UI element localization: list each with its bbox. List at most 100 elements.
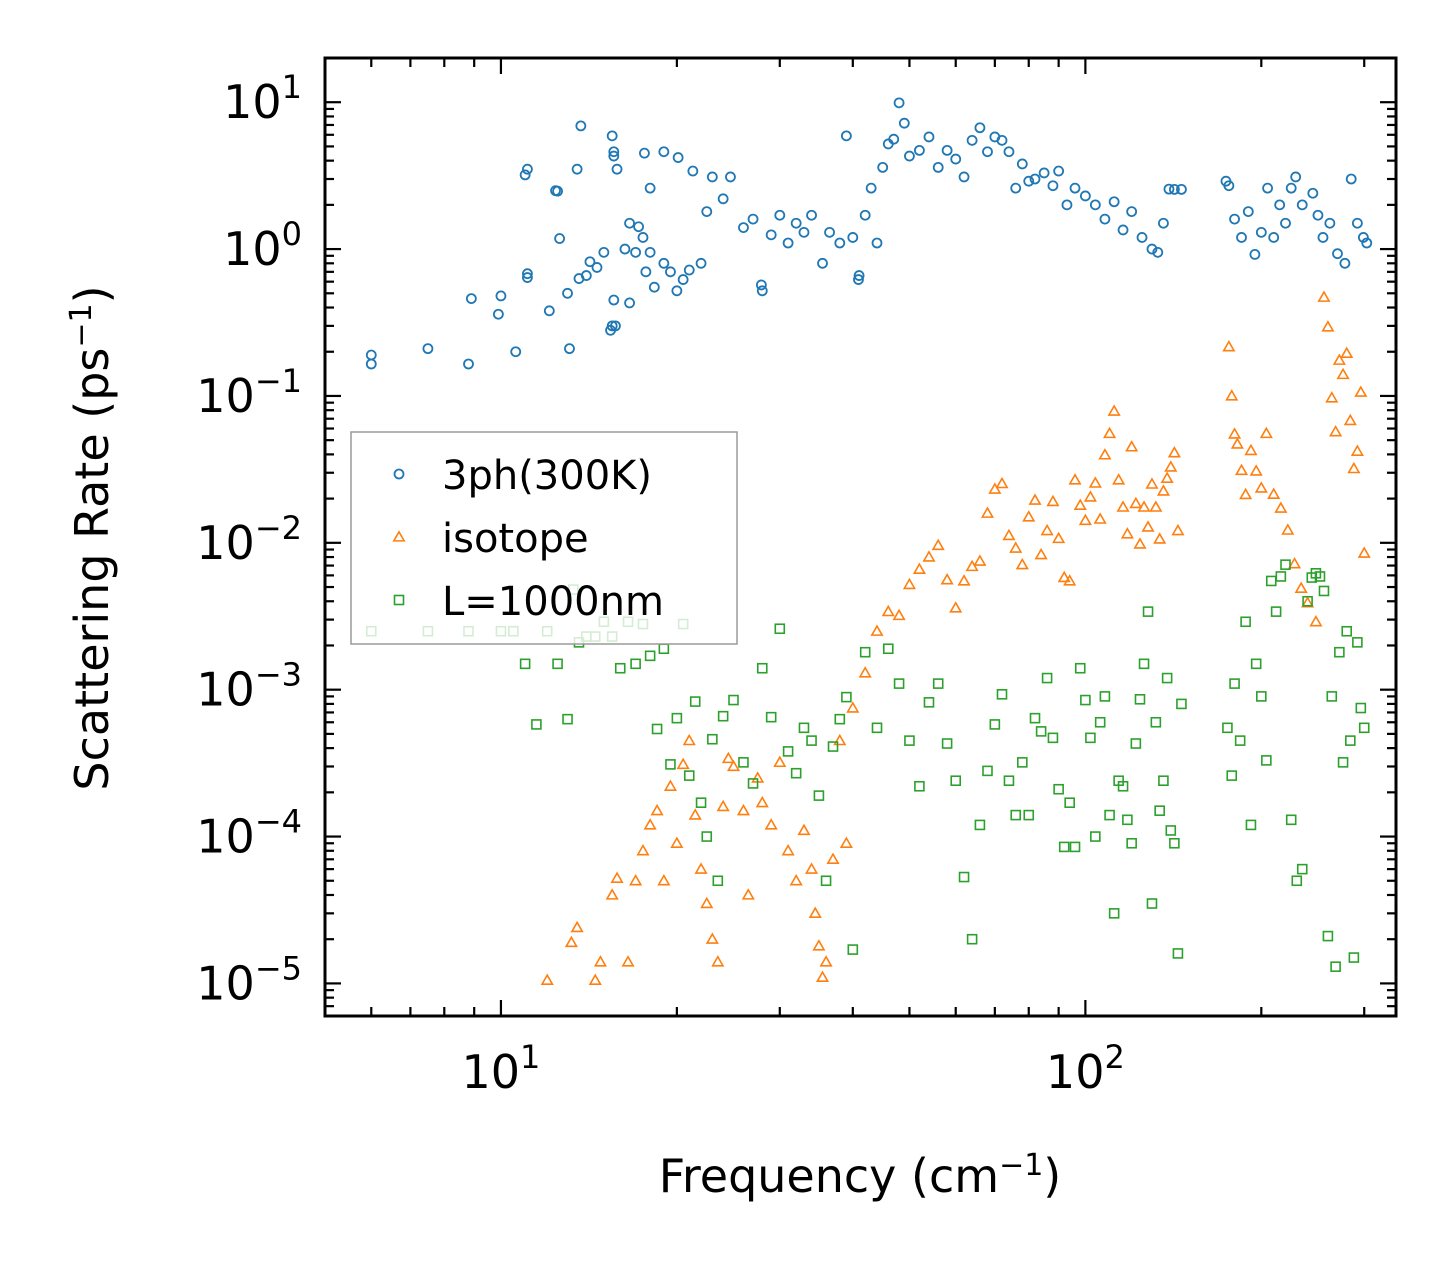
data-point <box>1116 500 1130 512</box>
data-point <box>650 803 664 816</box>
data-point <box>564 343 575 355</box>
data-point <box>1040 523 1054 536</box>
data-point <box>1063 574 1077 586</box>
data-point <box>495 290 507 302</box>
data-point <box>1158 775 1169 787</box>
data-point <box>629 873 643 886</box>
data-point <box>630 246 642 258</box>
data-point <box>725 171 736 183</box>
data-point <box>658 146 670 158</box>
data-point <box>540 973 554 985</box>
data-point <box>940 573 954 585</box>
data-point <box>695 797 707 809</box>
data-point <box>1332 353 1346 365</box>
data-point <box>798 226 810 238</box>
data-point <box>365 349 377 361</box>
data-point <box>1134 694 1146 705</box>
data-point <box>670 836 684 848</box>
data-point <box>1296 199 1308 211</box>
data-point <box>1164 460 1178 472</box>
x-tick-label: 102 <box>1046 1038 1125 1099</box>
data-point <box>781 843 795 856</box>
data-point <box>1307 187 1319 199</box>
data-point <box>1129 496 1143 509</box>
data-point <box>1301 596 1315 608</box>
data-point <box>522 268 533 280</box>
data-point <box>605 888 619 900</box>
data-point <box>834 237 846 249</box>
data-point <box>633 221 644 233</box>
data-point <box>621 955 635 967</box>
data-point <box>1146 243 1158 255</box>
data-point <box>858 666 872 678</box>
data-point <box>1167 446 1181 458</box>
data-point <box>630 658 641 670</box>
data-point <box>721 751 735 764</box>
data-point <box>588 973 602 985</box>
data-point <box>790 767 802 779</box>
data-point <box>1047 732 1059 744</box>
data-point <box>797 823 811 836</box>
data-point <box>1117 224 1129 236</box>
data-point <box>950 153 962 165</box>
data-point <box>610 320 621 332</box>
data-point <box>712 875 724 887</box>
legend-entry: isotope <box>392 516 589 562</box>
data-point <box>958 871 970 883</box>
data-point <box>1069 182 1081 194</box>
data-point <box>672 152 684 163</box>
data-point <box>637 232 649 243</box>
data-point <box>923 697 935 708</box>
data-point <box>711 955 725 967</box>
data-point <box>1234 463 1249 476</box>
data-point <box>853 274 864 285</box>
data-point <box>1034 547 1048 560</box>
data-point <box>726 759 741 772</box>
data-point <box>957 574 971 586</box>
data-point <box>717 193 729 205</box>
data-point <box>1318 585 1330 597</box>
data-point <box>1261 755 1272 766</box>
data-point <box>1254 481 1268 493</box>
data-point <box>790 217 802 229</box>
data-point <box>892 608 906 621</box>
data-point <box>700 896 714 909</box>
data-point <box>1108 196 1120 208</box>
data-point <box>1355 702 1367 714</box>
legend-entry: L=1000nm <box>393 579 664 625</box>
data-point <box>774 209 786 221</box>
data-point <box>639 147 650 159</box>
data-point <box>1085 732 1096 744</box>
data-point <box>1130 738 1142 749</box>
data-point <box>865 182 877 194</box>
data-point <box>1089 199 1101 211</box>
data-point <box>1322 930 1334 942</box>
data-point <box>827 741 839 752</box>
data-point <box>834 713 846 725</box>
data-point <box>893 97 905 109</box>
data-point <box>1153 532 1167 544</box>
data-point <box>1160 471 1174 483</box>
data-point <box>1275 571 1287 582</box>
data-point <box>651 723 663 735</box>
data-point <box>773 755 787 768</box>
data-point <box>640 266 652 278</box>
data-point <box>688 808 702 820</box>
data-point <box>1309 614 1323 627</box>
data-point <box>912 562 926 574</box>
data-point <box>1161 672 1173 684</box>
legend-marker <box>392 530 406 542</box>
data-point <box>716 799 730 812</box>
data-point <box>1154 805 1165 816</box>
data-point <box>1138 658 1150 670</box>
y-tick-label: 100 <box>223 215 302 276</box>
data-point <box>1176 698 1187 710</box>
data-point <box>1169 837 1180 849</box>
data-point <box>812 939 826 951</box>
data-point <box>1296 863 1308 875</box>
data-point <box>1053 165 1065 177</box>
data-point <box>1107 404 1121 416</box>
data-point <box>611 163 623 175</box>
data-point <box>764 818 778 830</box>
data-point <box>1245 819 1257 831</box>
